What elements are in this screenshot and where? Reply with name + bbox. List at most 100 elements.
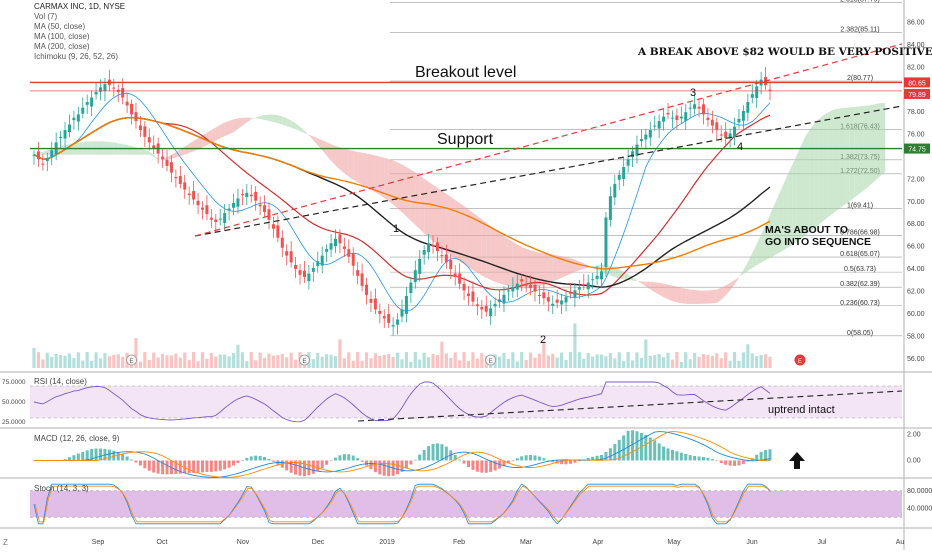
- ichimoku-cloud-segment: [144, 149, 150, 155]
- up-arrow-icon: [789, 452, 805, 469]
- macd-histogram-bar: [396, 460, 400, 475]
- macd-histogram-bar: [307, 460, 311, 476]
- ichimoku-cloud-segment: [344, 148, 349, 177]
- macd-histogram-bar: [564, 460, 568, 465]
- ichimoku-cloud-segment: [641, 281, 646, 287]
- volume-bar: [50, 357, 54, 368]
- macd-histogram-bar: [333, 457, 337, 461]
- ichimoku-cloud-segment: [605, 265, 611, 276]
- volume-bar: [271, 355, 276, 368]
- ichimoku-cloud-segment: [663, 283, 669, 300]
- candle-body: [750, 94, 754, 98]
- volume-bar: [152, 352, 156, 368]
- candle-body: [396, 319, 400, 325]
- volume-bar: [174, 353, 178, 368]
- volume-bar: [466, 361, 471, 368]
- ma-sequence-annotation-line2: GO INTO SEQUENCE: [765, 236, 871, 248]
- volume-bar: [746, 344, 750, 368]
- candle-body: [622, 167, 626, 180]
- ichimoku-cloud-segment: [335, 145, 340, 170]
- ichimoku-cloud-segment: [220, 122, 225, 139]
- price-badge-label: 79.89: [908, 92, 926, 99]
- candle-body: [387, 314, 391, 323]
- volume-bar: [755, 356, 759, 368]
- macd-histogram-bar: [666, 448, 670, 461]
- candle-body: [577, 287, 581, 290]
- macd-histogram-bar: [573, 460, 577, 463]
- macd-histogram-bar: [715, 460, 719, 462]
- ichimoku-cloud-segment: [167, 154, 172, 160]
- candle-body: [600, 271, 604, 280]
- ichimoku-cloud-segment: [557, 255, 562, 280]
- volume-bar: [741, 352, 745, 368]
- volume-bar: [223, 354, 227, 368]
- candle-body: [542, 292, 546, 299]
- ichimoku-cloud-segment: [393, 160, 398, 209]
- macd-histogram-bar: [347, 454, 351, 461]
- ichimoku-cloud-segment: [286, 118, 292, 128]
- ichimoku-cloud-segment: [131, 146, 136, 155]
- candle-body: [573, 290, 577, 298]
- volume-bar: [400, 359, 404, 368]
- macd-histogram-bar: [764, 449, 768, 461]
- ichimoku-cloud-segment: [42, 150, 48, 155]
- ichimoku-cloud-segment: [747, 253, 753, 271]
- ichimoku-cloud-segment: [304, 130, 309, 136]
- fib-level-label: 0.618(65.07): [840, 251, 880, 258]
- macd-histogram-bar: [76, 453, 80, 461]
- macd-histogram-bar: [644, 434, 648, 461]
- ichimoku-cloud-segment: [725, 282, 731, 296]
- ichimoku-cloud-segment: [548, 253, 553, 284]
- candle-body: [560, 300, 564, 305]
- macd-histogram-bar: [577, 460, 581, 462]
- ichimoku-cloud-segment: [676, 286, 682, 304]
- volume-bar: [116, 354, 120, 368]
- volume-bar: [595, 354, 599, 368]
- price-badge: [904, 77, 930, 88]
- candle-body: [333, 238, 337, 247]
- macd-histogram-bar: [249, 456, 253, 461]
- ichimoku-cloud-segment: [339, 147, 345, 174]
- x-axis-tick: Au: [896, 539, 905, 546]
- candle-body: [147, 137, 151, 143]
- volume-bar: [178, 357, 182, 368]
- price-axis-tick: 82.00: [907, 64, 925, 71]
- candle-body: [737, 118, 741, 123]
- ichimoku-cloud-segment: [526, 248, 531, 289]
- macd-histogram-bar: [724, 460, 728, 465]
- candle-body: [746, 102, 750, 113]
- candle-body: [662, 116, 666, 122]
- ichimoku-cloud-segment: [707, 290, 713, 304]
- volume-bar: [227, 356, 231, 368]
- volume-bar: [165, 355, 169, 368]
- volume-bar: [568, 352, 573, 368]
- ichimoku-cloud-segment: [472, 212, 478, 273]
- ichimoku-cloud-segment: [730, 280, 735, 291]
- candle-body: [81, 107, 85, 114]
- macd-histogram-bar: [755, 454, 759, 461]
- ichimoku-cloud-segment: [242, 117, 247, 126]
- candle-body: [400, 309, 404, 317]
- macd-histogram-bar: [183, 460, 187, 474]
- candle-body: [515, 283, 519, 290]
- volume-bar: [356, 352, 360, 368]
- candle-body: [209, 217, 213, 220]
- candle-body: [214, 219, 218, 222]
- candle-body: [276, 225, 280, 238]
- candle-body: [533, 284, 537, 292]
- ichimoku-cloud-segment: [716, 287, 722, 303]
- ichimoku-cloud-segment: [858, 106, 864, 195]
- volume-bar: [121, 356, 125, 368]
- ichimoku-cloud-segment: [295, 123, 301, 132]
- candle-body: [192, 191, 196, 200]
- candle-body: [444, 254, 448, 263]
- macd-histogram-bar: [444, 446, 448, 461]
- ichimoku-cloud-segment: [823, 112, 828, 222]
- macd-histogram-bar: [759, 451, 763, 461]
- macd-histogram-bar: [143, 460, 147, 469]
- macd-histogram-bar: [688, 455, 692, 461]
- candle-body: [511, 287, 515, 292]
- macd-histogram-bar: [63, 459, 67, 461]
- candle-body: [356, 270, 360, 276]
